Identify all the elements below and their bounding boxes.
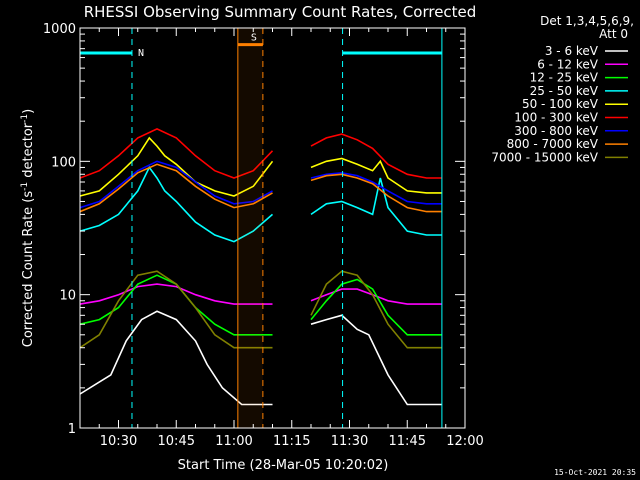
y-tick-label-3: 1000 xyxy=(43,22,76,37)
legend-label-7: 800 - 7000 keV xyxy=(507,137,599,151)
x-tick-label-2: 11:00 xyxy=(215,434,252,449)
legend-label-4: 50 - 100 keV xyxy=(522,97,599,111)
annotation-S-label: S xyxy=(251,33,257,44)
series-0-line-segment-1 xyxy=(310,314,442,406)
legend-label-3: 25 - 50 keV xyxy=(530,84,599,98)
legend-label-0: 3 - 6 keV xyxy=(545,44,599,58)
series-3 xyxy=(79,165,442,243)
legend-label-8: 7000 - 15000 keV xyxy=(491,150,598,164)
series-3-line-segment-1 xyxy=(310,177,442,236)
saa-interval-shading xyxy=(237,28,263,428)
series-8-line-segment-0 xyxy=(79,270,273,349)
series-8-line-segment-1 xyxy=(310,270,442,349)
series-7 xyxy=(79,163,442,213)
series-2-line-segment-0 xyxy=(79,274,273,336)
legend-label-2: 12 - 25 keV xyxy=(530,71,599,85)
series-5 xyxy=(79,128,442,179)
legend-header-line-1: Det 1,3,4,5,6,9, xyxy=(540,14,634,28)
generation-timestamp: 15-Oct-2021 20:35 xyxy=(554,468,636,477)
legend-label-6: 300 - 800 keV xyxy=(514,124,598,138)
x-axis-label: Start Time (28-Mar-05 10:20:02) xyxy=(178,458,389,473)
series-4-line-segment-0 xyxy=(79,136,274,197)
x-tick-label-4: 11:30 xyxy=(331,434,368,449)
y-tick-label-2: 100 xyxy=(51,155,76,170)
series-layer xyxy=(79,128,442,406)
x-tick-label-1: 10:45 xyxy=(158,434,195,449)
series-4-line-segment-1 xyxy=(310,157,442,194)
axis-layer: 10:30 10:45 11:00 11:15 11:30 11:45 12:00 1 10 10… xyxy=(43,22,484,449)
annotation-N-label: N xyxy=(138,48,144,59)
x-tick-label-5: 11:45 xyxy=(389,434,426,449)
x-tick-label-3: 11:15 xyxy=(273,434,310,449)
series-1-line-segment-0 xyxy=(79,283,273,305)
series-7-line-segment-1 xyxy=(310,173,442,213)
series-5-line-segment-0 xyxy=(79,128,274,179)
y-axis-label: Corrected Count Rate (s-1 detector-1) xyxy=(20,109,36,347)
series-3-line-segment-0 xyxy=(79,165,274,243)
series-2 xyxy=(79,274,442,336)
legend-header-line-2: Att 0 xyxy=(599,27,628,41)
legend-label-1: 6 - 12 keV xyxy=(537,57,599,71)
series-6 xyxy=(79,160,442,209)
series-2-line-segment-1 xyxy=(310,278,442,336)
series-7-line-segment-0 xyxy=(79,163,273,213)
legend-label-5: 100 - 300 keV xyxy=(514,111,598,125)
series-5-line-segment-1 xyxy=(310,133,442,179)
series-0-line-segment-0 xyxy=(79,310,273,406)
series-0 xyxy=(79,310,442,406)
annotation-S: S xyxy=(237,28,264,428)
x-tick-label-0: 10:30 xyxy=(100,434,137,449)
y-tick-label-0: 1 xyxy=(68,422,76,437)
series-4 xyxy=(79,136,442,197)
x-tick-label-6: 12:00 xyxy=(446,434,483,449)
series-6-line-segment-1 xyxy=(310,171,442,205)
chart-title: RHESSI Observing Summary Count Rates, Co… xyxy=(84,3,477,21)
series-8 xyxy=(79,270,442,349)
y-tick-label-1: 10 xyxy=(59,289,76,304)
series-6-line-segment-0 xyxy=(79,160,273,209)
